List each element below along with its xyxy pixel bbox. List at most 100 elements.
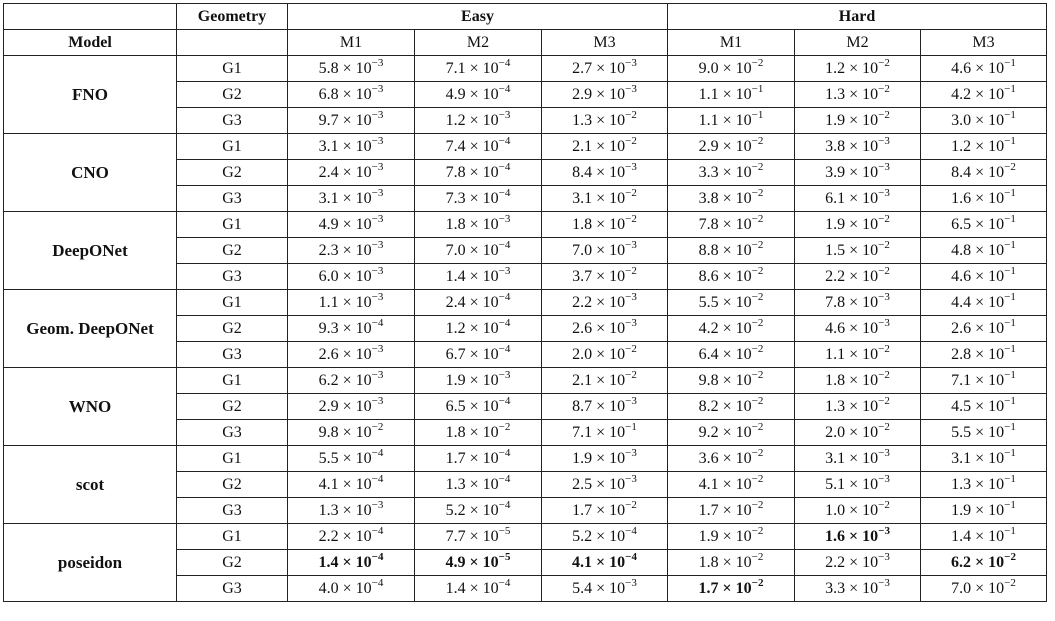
geometry-label: G3 (176, 185, 288, 212)
model-name: scot (3, 445, 177, 524)
table-row: G3 3.1 × 10−3 7.3 × 10−4 3.1 × 10−2 3.8 × 10… (4, 185, 1047, 212)
geometry-label: G1 (176, 289, 288, 316)
geometry-label: G1 (176, 445, 288, 472)
geometry-label: G1 (176, 367, 288, 394)
value-cell: 4.5 × 10−1 (920, 393, 1047, 420)
geometry-label: G2 (176, 237, 288, 264)
geometry-header: Geometry (176, 3, 288, 30)
value-cell: 1.0 × 10−2 (794, 497, 921, 524)
value-cell: 1.4 × 10−4 (287, 549, 415, 576)
value-cell: 2.6 × 10−3 (541, 315, 668, 342)
metric-header: M1 (287, 29, 415, 56)
table-row: G2 2.3 × 10−3 7.0 × 10−4 7.0 × 10−3 8.8 × 10… (4, 237, 1047, 264)
value-cell: 2.2 × 10−3 (794, 549, 921, 576)
value-cell: 1.2 × 10−4 (414, 315, 542, 342)
geometry-label: G2 (176, 315, 288, 342)
value-cell: 7.0 × 10−2 (920, 575, 1047, 602)
value-cell: 1.1 × 10−2 (794, 341, 921, 368)
value-cell: 8.8 × 10−2 (667, 237, 795, 264)
value-cell: 3.3 × 10−2 (667, 159, 795, 186)
value-cell: 4.1 × 10−2 (667, 471, 795, 498)
model-name: FNO (3, 55, 177, 134)
value-cell: 3.1 × 10−2 (541, 185, 668, 212)
value-cell: 3.0 × 10−1 (920, 107, 1047, 134)
value-cell: 3.3 × 10−3 (794, 575, 921, 602)
value-cell: 7.1 × 10−1 (920, 367, 1047, 394)
value-cell: 2.5 × 10−3 (541, 471, 668, 498)
value-cell: 1.7 × 10−2 (667, 497, 795, 524)
value-cell: 4.9 × 10−5 (414, 549, 542, 576)
value-cell: 1.8 × 10−2 (414, 419, 542, 446)
value-cell: 4.1 × 10−4 (287, 471, 415, 498)
table-row: G3 9.8 × 10−2 1.8 × 10−2 7.1 × 10−1 9.2 × 10… (4, 419, 1047, 446)
value-cell: 2.2 × 10−3 (541, 289, 668, 316)
table-row: G2 6.8 × 10−3 4.9 × 10−4 2.9 × 10−3 1.1 × 10… (4, 81, 1047, 108)
value-cell: 2.1 × 10−2 (541, 133, 668, 160)
value-cell: 7.8 × 10−2 (667, 211, 795, 238)
value-cell: 4.8 × 10−1 (920, 237, 1047, 264)
geometry-label: G1 (176, 133, 288, 160)
value-cell: 5.2 × 10−4 (414, 497, 542, 524)
value-cell: 6.5 × 10−1 (920, 211, 1047, 238)
table-row: G3 4.0 × 10−4 1.4 × 10−4 5.4 × 10−3 1.7 × 10… (4, 575, 1047, 602)
value-cell: 7.4 × 10−4 (414, 133, 542, 160)
value-cell: 1.8 × 10−2 (794, 367, 921, 394)
value-cell: 6.1 × 10−3 (794, 185, 921, 212)
value-cell: 1.6 × 10−3 (794, 523, 921, 550)
value-cell: 2.2 × 10−2 (794, 263, 921, 290)
table-row: CNO G1 3.1 × 10−3 7.4 × 10−4 2.1 × 10−2 2.9 ×… (3, 133, 1047, 212)
value-cell: 1.9 × 10−2 (667, 523, 795, 550)
value-cell: 5.1 × 10−3 (794, 471, 921, 498)
geometry-label: G2 (176, 549, 288, 576)
geometry-label: G3 (176, 263, 288, 290)
value-cell: 2.6 × 10−3 (287, 341, 415, 368)
value-cell: 6.0 × 10−3 (287, 263, 415, 290)
value-cell: 4.9 × 10−4 (414, 81, 542, 108)
value-cell: 1.9 × 10−2 (794, 211, 921, 238)
value-cell: 5.8 × 10−3 (287, 55, 415, 82)
value-cell: 1.1 × 10−1 (667, 107, 795, 134)
value-cell: 3.1 × 10−3 (794, 445, 921, 472)
value-cell: 2.4 × 10−4 (414, 289, 542, 316)
value-cell: 5.5 × 10−4 (287, 445, 415, 472)
value-cell: 1.2 × 10−2 (794, 55, 921, 82)
value-cell: 3.6 × 10−2 (667, 445, 795, 472)
table-row: Geom. DeepONet G1 1.1 × 10−3 2.4 × 10−4 2.2 … (3, 289, 1047, 368)
value-cell: 4.6 × 10−1 (920, 55, 1047, 82)
value-cell: 1.6 × 10−1 (920, 185, 1047, 212)
value-cell: 3.7 × 10−2 (541, 263, 668, 290)
blank-geometry (176, 29, 288, 56)
value-cell: 2.0 × 10−2 (794, 419, 921, 446)
value-cell: 1.9 × 10−3 (414, 367, 542, 394)
table-row: G3 1.3 × 10−3 5.2 × 10−4 1.7 × 10−2 1.7 × 10… (4, 497, 1047, 524)
value-cell: 2.2 × 10−4 (287, 523, 415, 550)
value-cell: 2.8 × 10−1 (920, 341, 1047, 368)
value-cell: 5.5 × 10−2 (667, 289, 795, 316)
value-cell: 7.8 × 10−3 (794, 289, 921, 316)
value-cell: 7.8 × 10−4 (414, 159, 542, 186)
easy-header: Easy (287, 3, 668, 30)
geometry-label: G2 (176, 471, 288, 498)
value-cell: 2.3 × 10−3 (287, 237, 415, 264)
value-cell: 1.7 × 10−2 (667, 575, 795, 602)
value-cell: 5.4 × 10−3 (541, 575, 668, 602)
value-cell: 8.6 × 10−2 (667, 263, 795, 290)
value-cell: 3.1 × 10−3 (287, 133, 415, 160)
value-cell: 6.4 × 10−2 (667, 341, 795, 368)
value-cell: 1.2 × 10−1 (920, 133, 1047, 160)
metric-header: M3 (541, 29, 668, 56)
value-cell: 2.0 × 10−2 (541, 341, 668, 368)
table-row: G3 2.6 × 10−3 6.7 × 10−4 2.0 × 10−2 6.4 × 10… (4, 341, 1047, 368)
value-cell: 9.8 × 10−2 (287, 419, 415, 446)
value-cell: 6.7 × 10−4 (414, 341, 542, 368)
value-cell: 3.8 × 10−3 (794, 133, 921, 160)
value-cell: 2.9 × 10−2 (667, 133, 795, 160)
value-cell: 3.1 × 10−1 (920, 445, 1047, 472)
value-cell: 1.7 × 10−2 (541, 497, 668, 524)
header-row-groups: Geometry Easy Hard (3, 3, 1047, 30)
value-cell: 4.9 × 10−3 (287, 211, 415, 238)
value-cell: 9.8 × 10−2 (667, 367, 795, 394)
value-cell: 6.5 × 10−4 (414, 393, 542, 420)
geometry-label: G3 (176, 497, 288, 524)
value-cell: 3.8 × 10−2 (667, 185, 795, 212)
